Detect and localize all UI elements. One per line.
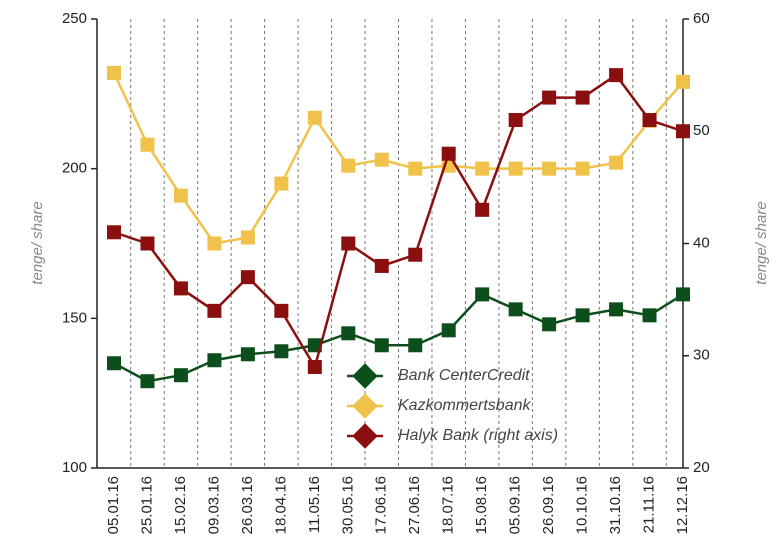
y2-axis-title: tenge/ share bbox=[753, 201, 770, 284]
point bbox=[240, 347, 255, 362]
point bbox=[542, 161, 557, 176]
point bbox=[341, 158, 356, 173]
point bbox=[575, 308, 590, 323]
x-tick-label: 18.07.16 bbox=[440, 476, 457, 534]
point bbox=[140, 137, 155, 152]
point bbox=[408, 338, 423, 353]
y-tick-label: 100 bbox=[62, 459, 87, 476]
y-tick-label: 250 bbox=[62, 10, 87, 27]
point bbox=[609, 68, 624, 83]
point bbox=[508, 302, 523, 317]
point bbox=[408, 161, 423, 176]
point bbox=[374, 338, 389, 353]
point bbox=[307, 359, 322, 374]
point bbox=[575, 161, 590, 176]
x-tick-label: 05.09.16 bbox=[507, 476, 524, 534]
point bbox=[374, 152, 389, 167]
point bbox=[642, 308, 657, 323]
legend-marker bbox=[352, 423, 378, 449]
y-tick-label: 200 bbox=[62, 160, 87, 177]
point bbox=[475, 287, 490, 302]
point bbox=[140, 374, 155, 389]
point bbox=[341, 236, 356, 251]
legend-marker bbox=[352, 393, 378, 419]
y-tick-label: 150 bbox=[62, 309, 87, 326]
point bbox=[140, 236, 155, 251]
x-tick-label: 10.10.16 bbox=[574, 476, 591, 534]
point bbox=[609, 155, 624, 170]
x-tick-label: 18.04.16 bbox=[272, 476, 289, 534]
point bbox=[307, 338, 322, 353]
point bbox=[575, 90, 590, 105]
point bbox=[374, 258, 389, 273]
x-tick-label: 05.01.16 bbox=[105, 476, 122, 534]
point bbox=[107, 356, 121, 371]
point bbox=[676, 287, 690, 302]
x-tick-label: 30.05.16 bbox=[339, 476, 356, 534]
x-tick-label: 27.06.16 bbox=[406, 476, 423, 534]
point bbox=[676, 124, 690, 139]
point bbox=[542, 317, 557, 332]
x-tick-label: 26.09.16 bbox=[540, 476, 557, 534]
point bbox=[441, 146, 456, 161]
x-tick-label: 31.10.16 bbox=[607, 476, 624, 534]
point bbox=[642, 113, 657, 128]
point bbox=[475, 202, 490, 217]
point bbox=[475, 161, 490, 176]
x-tick-label: 09.03.16 bbox=[205, 476, 222, 534]
legend-text: Kazkommertsbank bbox=[398, 397, 531, 414]
legend-text: Halyk Bank (right axis) bbox=[398, 427, 558, 444]
point bbox=[173, 368, 188, 383]
point bbox=[240, 230, 255, 245]
point bbox=[173, 188, 188, 203]
point bbox=[207, 303, 222, 318]
point bbox=[107, 225, 121, 240]
point bbox=[676, 74, 690, 89]
x-tick-label: 26.03.16 bbox=[239, 476, 256, 534]
point bbox=[508, 161, 523, 176]
y2-tick-label: 40 bbox=[693, 234, 710, 251]
y2-tick-label: 20 bbox=[693, 459, 710, 476]
point bbox=[274, 303, 289, 318]
point bbox=[274, 176, 289, 191]
x-tick-label: 11.05.16 bbox=[306, 476, 323, 533]
point bbox=[408, 247, 423, 262]
x-tick-label: 15.02.16 bbox=[172, 476, 189, 534]
y2-tick-label: 30 bbox=[693, 347, 710, 364]
y2-tick-label: 60 bbox=[693, 10, 710, 27]
legend-marker bbox=[352, 363, 378, 389]
point bbox=[307, 110, 322, 125]
point bbox=[508, 113, 523, 128]
x-tick-label: 15.08.16 bbox=[473, 476, 490, 534]
point bbox=[441, 323, 456, 338]
point bbox=[207, 236, 222, 251]
point bbox=[609, 302, 624, 317]
point bbox=[207, 353, 222, 368]
point bbox=[240, 270, 255, 285]
x-tick-label: 25.01.16 bbox=[138, 476, 155, 534]
point bbox=[107, 65, 121, 80]
x-tick-label: 21.11.16 bbox=[640, 476, 657, 533]
y2-tick-label: 50 bbox=[693, 122, 710, 139]
point bbox=[274, 344, 289, 359]
legend-text: Bank CenterCredit bbox=[398, 367, 530, 384]
y-axis-title: tenge/ share bbox=[29, 201, 46, 284]
point bbox=[341, 326, 356, 341]
point bbox=[542, 90, 557, 105]
x-tick-label: 17.06.16 bbox=[373, 476, 390, 534]
x-tick-label: 12.12.16 bbox=[674, 476, 691, 534]
point bbox=[173, 281, 188, 296]
